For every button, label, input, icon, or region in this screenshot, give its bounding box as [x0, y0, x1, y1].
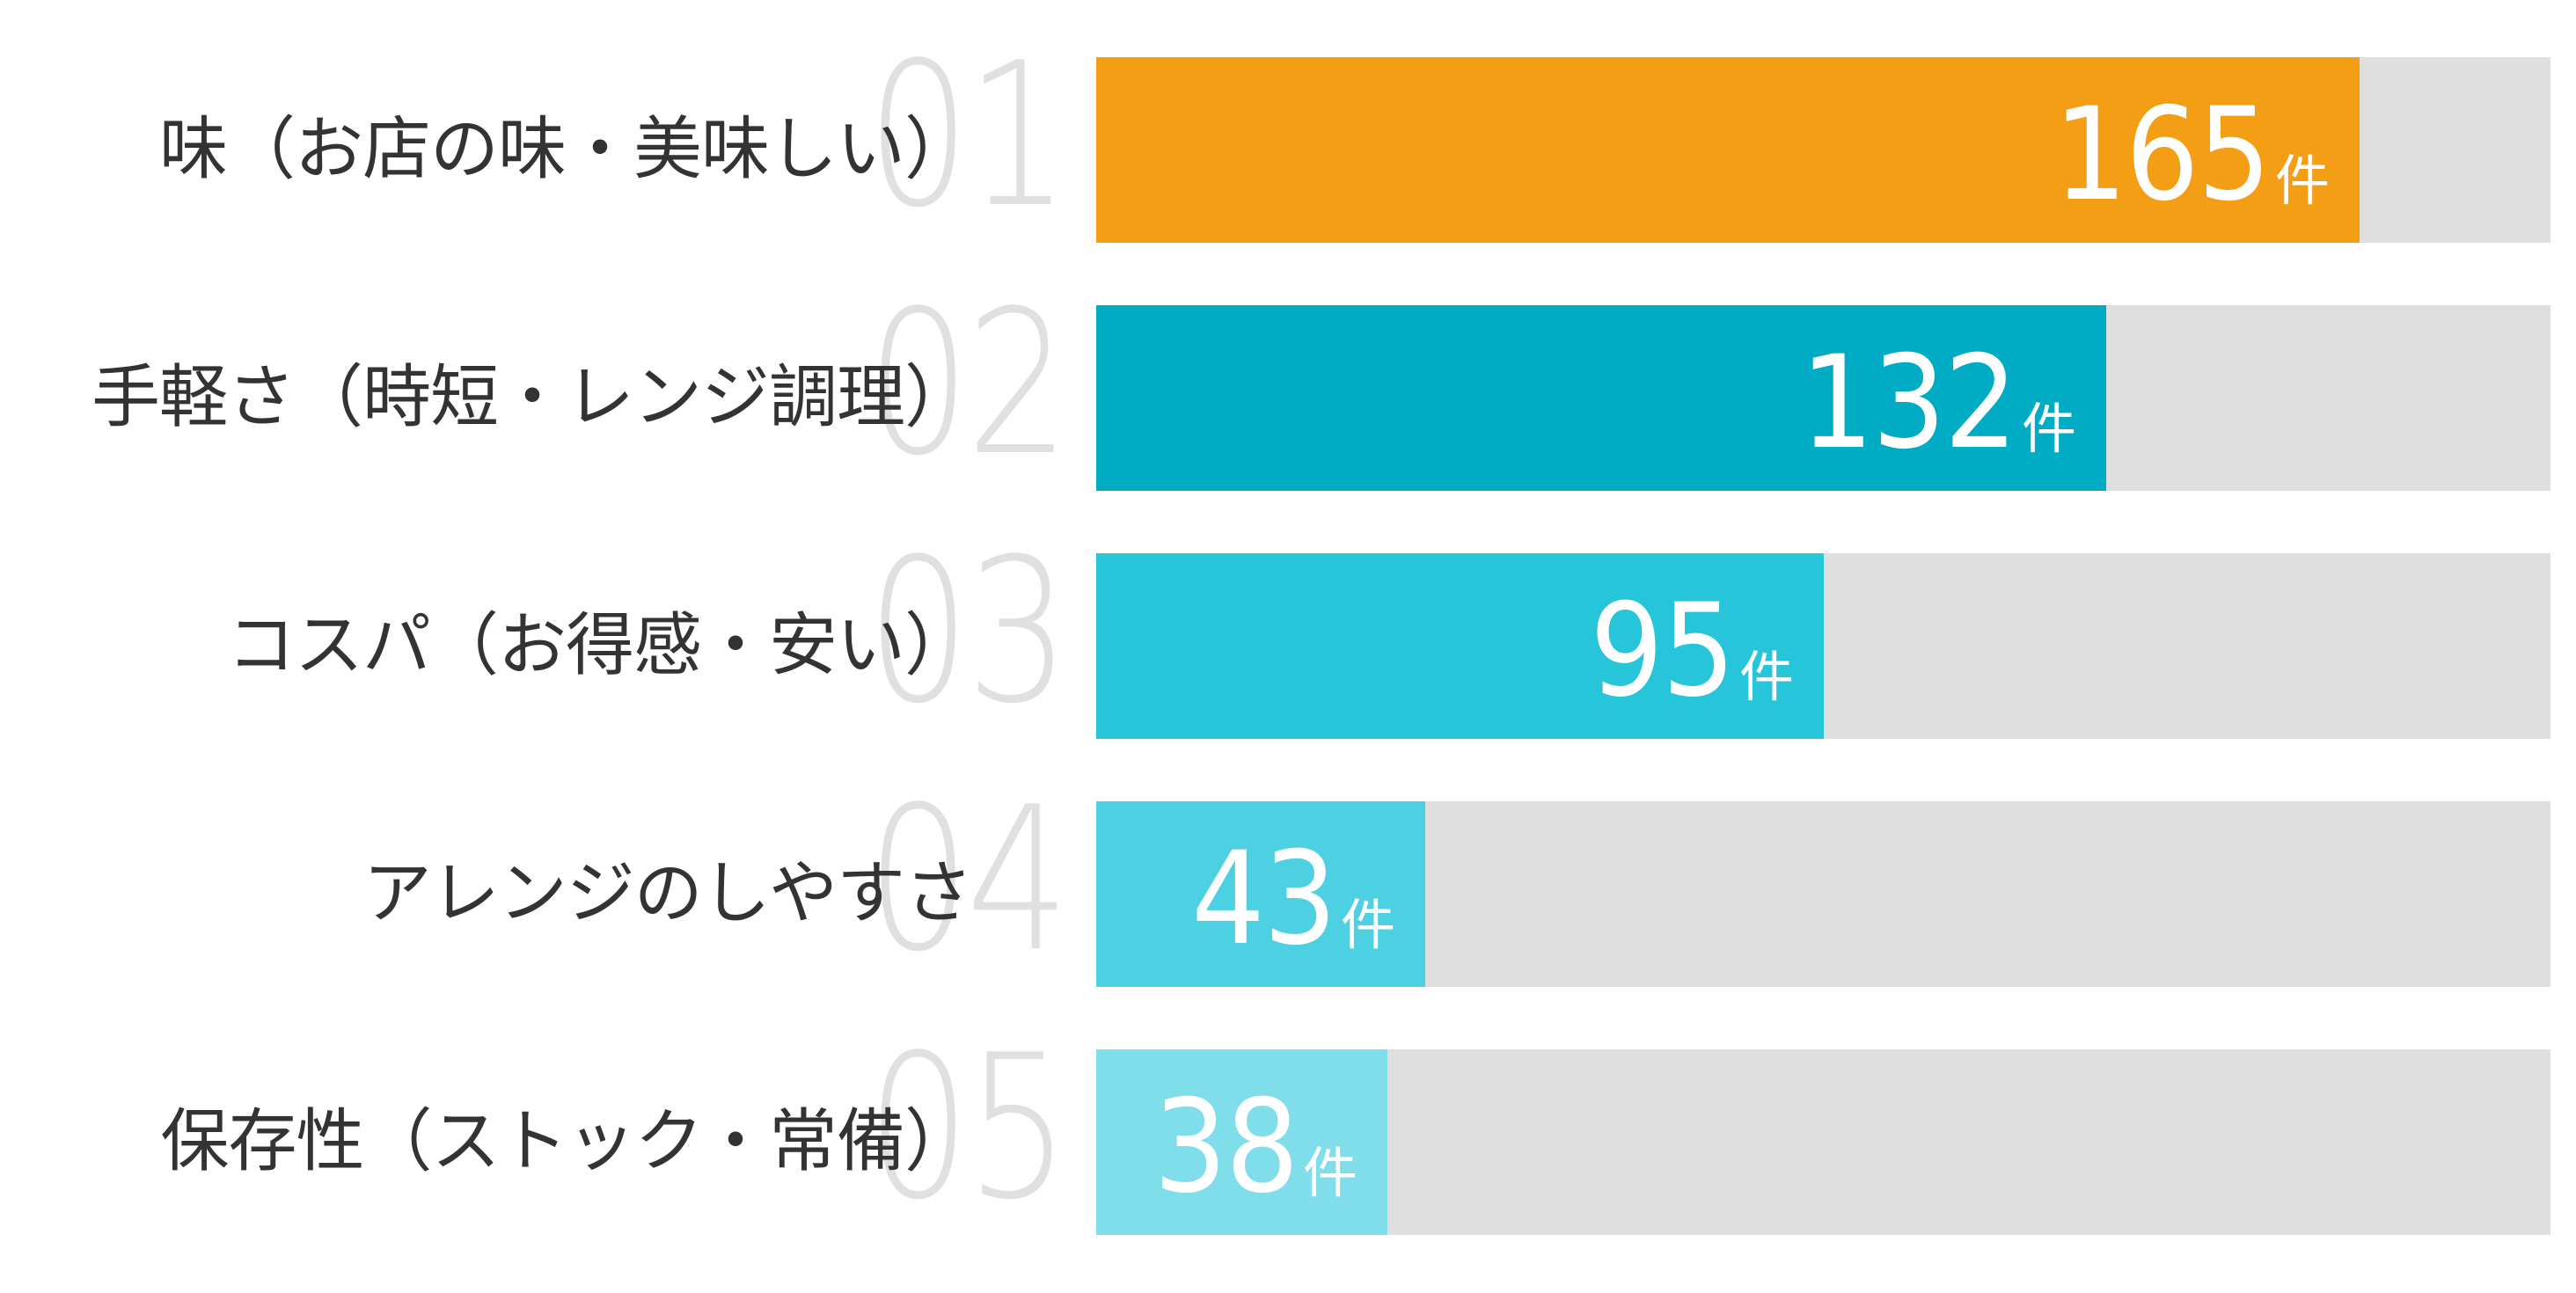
- chart-row: 01 味（お店の味・美味しい） 165 件: [0, 22, 2576, 251]
- bar-fill: 165 件: [1096, 57, 2360, 243]
- bar-value: 132: [1800, 327, 2018, 478]
- bar-unit: 件: [1340, 892, 1395, 957]
- bar-track: 165 件: [1096, 57, 2550, 243]
- rank-number: 02: [867, 268, 1070, 500]
- bar-value: 43: [1191, 823, 1336, 974]
- chart-row: 03 コスパ（お得感・安い） 95 件: [0, 518, 2576, 747]
- rank-number: 03: [867, 516, 1070, 748]
- category-label: 保存性（ストック・常備）: [160, 1102, 973, 1181]
- bar-track: 95 件: [1096, 553, 2550, 739]
- chart-row: 02 手軽さ（時短・レンジ調理） 132 件: [0, 270, 2576, 499]
- bar-value: 95: [1590, 575, 1735, 726]
- bar-unit: 件: [1302, 1140, 1358, 1205]
- bar-value: 165: [2053, 79, 2272, 230]
- category-label: アレンジのしやすさ: [362, 854, 973, 933]
- rank-number: 04: [867, 764, 1070, 996]
- category-label: 手軽さ（時短・レンジ調理）: [91, 358, 973, 437]
- bar-track: 38 件: [1096, 1049, 2550, 1235]
- bar-fill: 132 件: [1096, 305, 2106, 491]
- bar-fill: 43 件: [1096, 801, 1425, 987]
- bar-fill: 95 件: [1096, 553, 1824, 739]
- category-label: 味（お店の味・美味しい）: [158, 110, 973, 189]
- bar-track: 43 件: [1096, 801, 2550, 987]
- bar-track: 132 件: [1096, 305, 2550, 491]
- category-label: コスパ（お得感・安い）: [226, 606, 973, 685]
- chart-row: 04 アレンジのしやすさ 43 件: [0, 766, 2576, 995]
- bar-fill: 38 件: [1096, 1049, 1387, 1235]
- rank-number: 05: [867, 1012, 1070, 1244]
- bar-value: 38: [1153, 1071, 1299, 1222]
- chart-row: 05 保存性（ストック・常備） 38 件: [0, 1014, 2576, 1243]
- bar-unit: 件: [2274, 148, 2330, 213]
- bar-unit: 件: [2021, 396, 2076, 461]
- rank-number: 01: [867, 20, 1070, 252]
- bar-unit: 件: [1738, 644, 1794, 709]
